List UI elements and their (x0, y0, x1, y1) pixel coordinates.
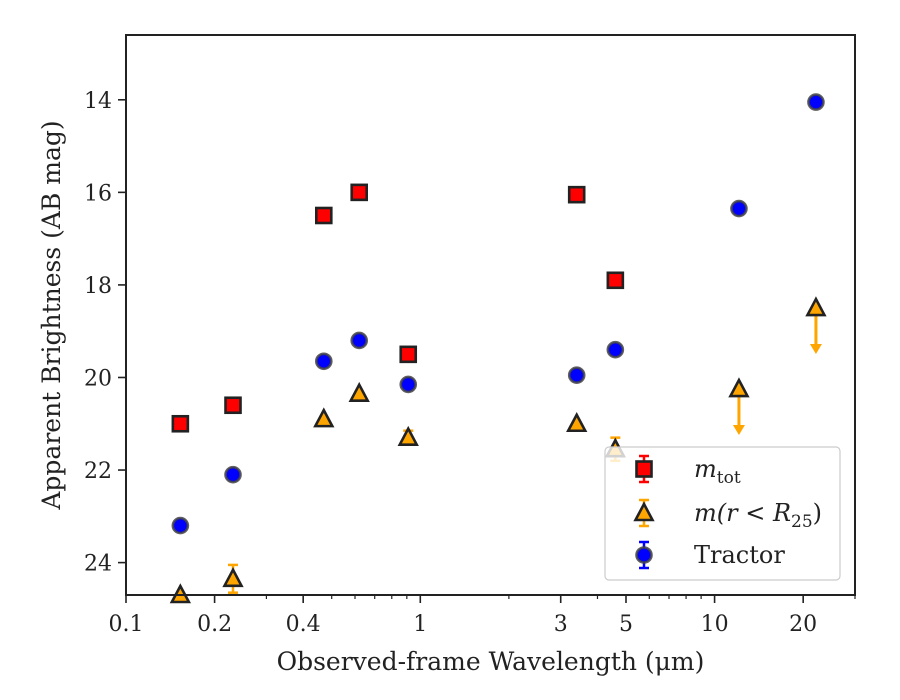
triangle-marker (566, 411, 588, 433)
upper-limit-arrowhead (809, 344, 822, 355)
square-marker (635, 460, 653, 478)
circle-marker (350, 331, 368, 350)
circle-marker (171, 516, 190, 535)
y-axis-label: Apparent Brightness (AB mag) (37, 120, 66, 510)
square-marker (314, 206, 333, 225)
x-tick-label: 20 (789, 612, 817, 637)
x-tick-label: 1 (413, 612, 427, 637)
legend-label: mtot (694, 455, 741, 488)
legend-box (604, 446, 841, 581)
y-tick-label: 16 (84, 181, 112, 206)
legend-entry: Tractor (635, 540, 785, 570)
plot-frame (125, 34, 856, 596)
y-tick-label: 22 (84, 459, 112, 484)
triangle-marker (348, 381, 370, 402)
x-tick-label: 0.4 (286, 612, 321, 637)
x-axis-ticks: 0.1 0.2 0.4 1 3 5 10 20 (109, 595, 856, 637)
x-tick-label: 5 (619, 612, 633, 637)
circle-marker (567, 366, 586, 384)
y-tick-label: 14 (84, 89, 112, 114)
y-tick-label: 18 (84, 274, 112, 299)
x-tick-label: 10 (701, 612, 729, 637)
circle-marker (224, 465, 242, 484)
circle-marker (314, 352, 333, 371)
circle-marker (807, 93, 825, 111)
y-tick-label: 20 (84, 366, 112, 391)
legend-entry: m(r < R25) (633, 498, 822, 532)
square-marker (350, 183, 368, 202)
y-tick-label: 24 (84, 552, 112, 577)
x-tick-label: 0.2 (197, 612, 232, 637)
triangle-marker (728, 377, 750, 398)
circle-marker (635, 546, 653, 564)
legend: mtot m(r < R25) Tractor (604, 446, 841, 581)
circle-marker (730, 199, 748, 218)
triangle-marker (633, 501, 655, 522)
x-axis-label: Observed-frame Wavelength (μm) (277, 647, 705, 676)
square-marker (399, 345, 418, 364)
y-axis-ticks: 14 16 18 20 22 24 (84, 89, 126, 577)
triangle-marker (222, 567, 244, 588)
triangle-marker (313, 407, 335, 428)
legend-entry: mtot (635, 454, 741, 488)
triangle-marker (397, 425, 419, 446)
circle-marker (399, 375, 418, 394)
triangle-marker (805, 296, 827, 317)
x-tick-label: 3 (554, 612, 568, 637)
series-tractor (171, 93, 825, 535)
legend-label: m(r < R25) (694, 499, 822, 532)
series-m-tot (171, 183, 625, 433)
square-marker (224, 396, 242, 415)
square-marker (171, 414, 190, 433)
square-marker (606, 271, 625, 290)
upper-limit-arrowhead (732, 425, 745, 436)
circle-marker (606, 340, 625, 359)
legend-label: Tractor (694, 541, 785, 569)
square-marker (567, 185, 586, 204)
x-tick-label: 0.1 (109, 612, 144, 637)
